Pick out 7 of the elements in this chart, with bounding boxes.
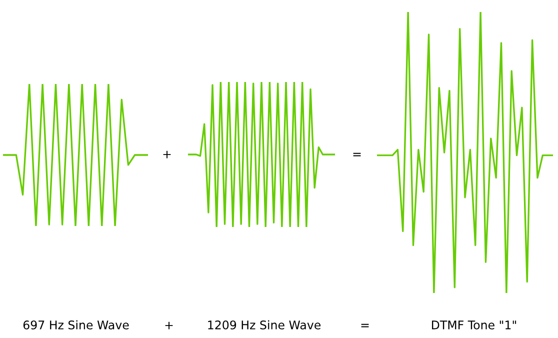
text: =: [353, 152, 361, 156]
text: =: [361, 324, 369, 328]
x-axis-title: 1209 Hz Sine Wave: [208, 320, 321, 330]
text: +: [163, 150, 171, 158]
text: +: [165, 322, 173, 330]
x-axis-title: 697 Hz Sine Wave: [23, 320, 129, 330]
x-axis-title: DTMF Tone "1": [432, 320, 516, 330]
